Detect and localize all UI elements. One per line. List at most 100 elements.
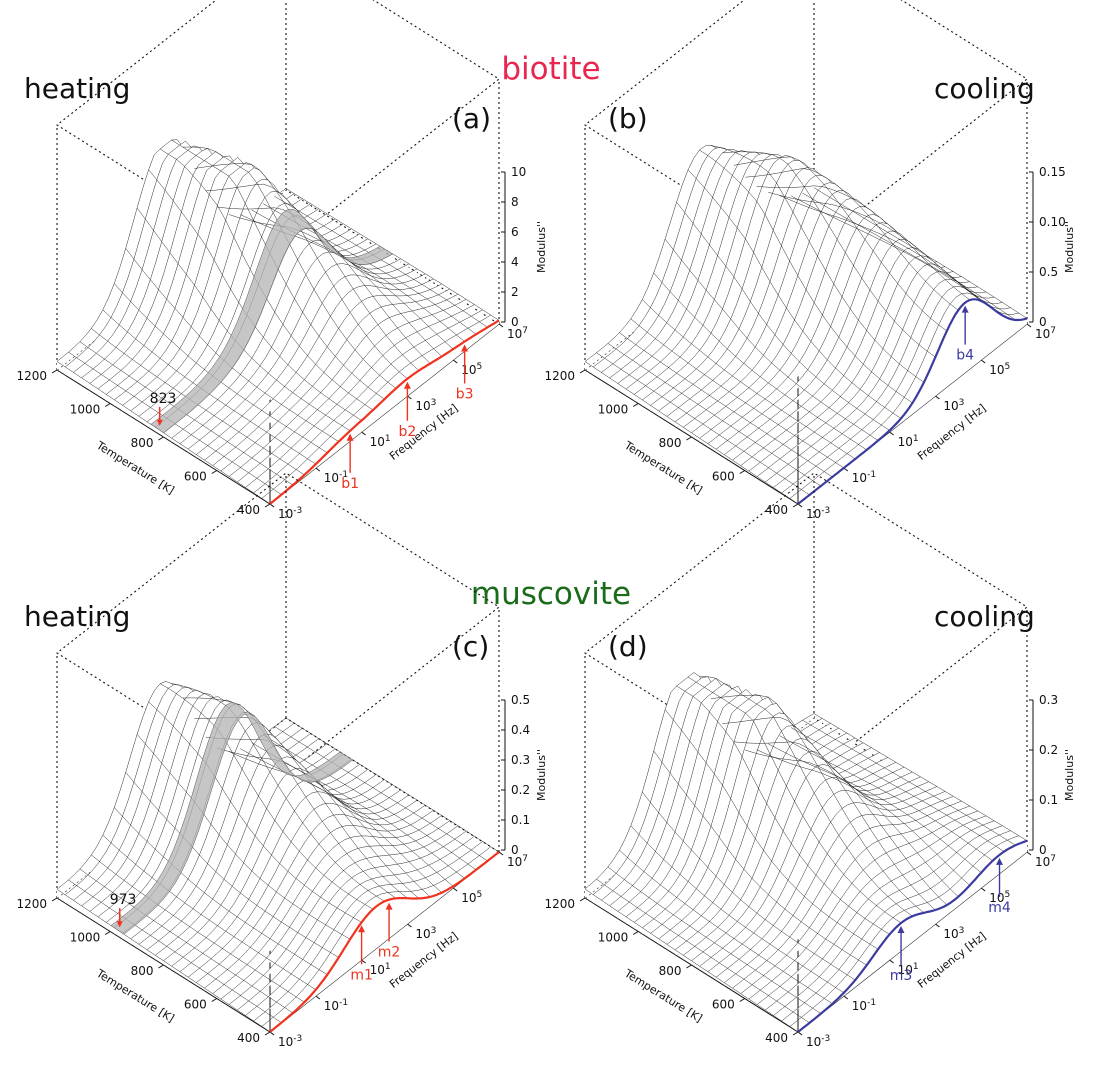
- temperature-tick-mark: [104, 403, 111, 407]
- frequency-tick-mark: [980, 359, 986, 364]
- modulus-tick-label: 0.5: [1039, 265, 1058, 279]
- peak-arrowhead: [346, 433, 354, 441]
- surface-grid-line: [664, 709, 879, 950]
- edge-curve: [269, 851, 500, 1033]
- surface-occluder: [798, 299, 1027, 504]
- panel-a: 0246810Modulus''12001000800600400Tempera…: [16, 0, 548, 521]
- surface-grid-line: [136, 734, 351, 940]
- surface-grid-line: [217, 747, 431, 897]
- surface-grid-line: [240, 748, 454, 887]
- surface-grid-line: [676, 201, 890, 431]
- temperature-tick-mark: [211, 470, 218, 474]
- modulus-tick-label: 2: [511, 285, 519, 299]
- surface-grid-line: [596, 878, 810, 1024]
- mode-label: heating: [24, 600, 130, 633]
- surface-occluder: [798, 840, 1027, 1032]
- surface-grid-line: [699, 149, 913, 403]
- temperature-tick-label: 400: [765, 1031, 788, 1045]
- frequency-tick-mark: [452, 359, 458, 364]
- surface-grid-line: [79, 868, 294, 1014]
- modulus-tick-label: 0.10: [1039, 215, 1066, 229]
- modulus-tick-label: 0.2: [511, 783, 530, 797]
- peak-label-b3: b3: [456, 387, 474, 403]
- frequency-tick-label: 101: [898, 962, 919, 977]
- modulus-axis-label: Modulus'': [535, 749, 548, 801]
- surface-grid-line: [607, 343, 822, 487]
- highlight-temperature-label: 823: [150, 391, 177, 407]
- temperature-tick-mark: [686, 964, 692, 969]
- modulus-tick-label: 6: [511, 225, 519, 239]
- modulus-tick-label: 0.5: [511, 693, 530, 707]
- surface-grid-line: [274, 726, 488, 862]
- surface-mesh: [56, 139, 500, 505]
- frequency-tick-mark: [935, 395, 940, 400]
- peak-arrowhead: [403, 381, 411, 389]
- modulus-tick-label: 8: [511, 195, 519, 209]
- temperature-tick-label: 600: [712, 470, 735, 484]
- modulus-tick-label: 0: [511, 315, 519, 329]
- frequency-tick-mark: [935, 923, 940, 928]
- panel-b: 00.50.100.15Modulus''12001000800600400Te…: [544, 0, 1076, 521]
- frequency-tick-mark: [889, 431, 894, 436]
- panel-label: (b): [608, 102, 648, 135]
- peak-label-b2: b2: [399, 424, 417, 440]
- surface-grid-line: [102, 834, 316, 990]
- temperature-tick-mark: [579, 369, 586, 374]
- modulus-axis-label: Modulus'': [535, 221, 548, 273]
- surface-grid-line: [125, 772, 339, 958]
- surface-grid-line: [745, 749, 959, 897]
- surface-grid-line: [584, 361, 799, 505]
- surface-grid-line: [699, 676, 913, 917]
- temperature-tick-label: 800: [131, 964, 154, 978]
- frequency-tick-label: 10-1: [324, 470, 348, 485]
- surface-grid-line: [619, 332, 833, 478]
- temperature-tick-label: 1000: [70, 931, 101, 945]
- frequency-tick-label: 107: [507, 854, 528, 869]
- peak-label-m2: m2: [378, 945, 401, 961]
- surface-grid-line: [114, 807, 328, 975]
- surface-grid-line: [779, 735, 993, 861]
- surface-occluder: [270, 852, 499, 1032]
- modulus-tick-label: 0.1: [511, 813, 530, 827]
- temperature-tick-mark: [264, 503, 271, 508]
- peak-label-m3: m3: [890, 968, 913, 984]
- surface-grid-line: [813, 713, 1028, 841]
- temperature-tick-label: 800: [659, 436, 682, 450]
- surface-grid-line: [584, 888, 799, 1033]
- frequency-tick-label: 10-1: [324, 998, 348, 1013]
- temperature-tick-mark: [739, 470, 746, 474]
- surface-grid-line: [630, 825, 844, 993]
- frequency-tick-label: 107: [1035, 326, 1056, 341]
- frequency-tick-label: 10-1: [852, 998, 876, 1013]
- surface-grid-line: [676, 685, 890, 935]
- frequency-tick-mark: [452, 887, 458, 892]
- frequency-tick-label: 103: [415, 926, 436, 941]
- surface-grid-line: [790, 195, 1005, 317]
- surface-grid-line: [768, 191, 982, 302]
- temperature-tick-label: 800: [659, 964, 682, 978]
- surface-grid-line: [813, 187, 1028, 319]
- frequency-tick-mark: [407, 923, 412, 928]
- edge-curve: [269, 319, 500, 505]
- peak-label-b1: b1: [341, 476, 359, 492]
- panel-d: 00.10.20.3Modulus''12001000800600400Temp…: [544, 472, 1076, 1049]
- temperature-tick-label: 1000: [598, 403, 629, 417]
- frequency-tick-label: 103: [943, 398, 964, 413]
- frequency-tick-label: 101: [898, 434, 919, 449]
- surface-grid-line: [653, 272, 867, 451]
- temperature-tick-label: 1200: [16, 897, 47, 911]
- frequency-tick-mark: [1026, 323, 1032, 328]
- frequency-tick-mark: [315, 995, 321, 1000]
- frequency-tick-label: 103: [943, 926, 964, 941]
- panel-label: (d): [608, 630, 648, 663]
- modulus-tick-label: 0: [511, 843, 519, 857]
- modulus-tick-label: 0.1: [1039, 793, 1058, 807]
- peak-arrowhead: [897, 926, 905, 933]
- surface-grid-line: [664, 238, 879, 441]
- surface-grid-line: [756, 749, 970, 886]
- surface-grid-line: [733, 156, 948, 332]
- peak-arrowhead: [461, 344, 469, 352]
- frequency-tick-mark: [315, 467, 321, 472]
- temperature-tick-mark: [51, 897, 58, 902]
